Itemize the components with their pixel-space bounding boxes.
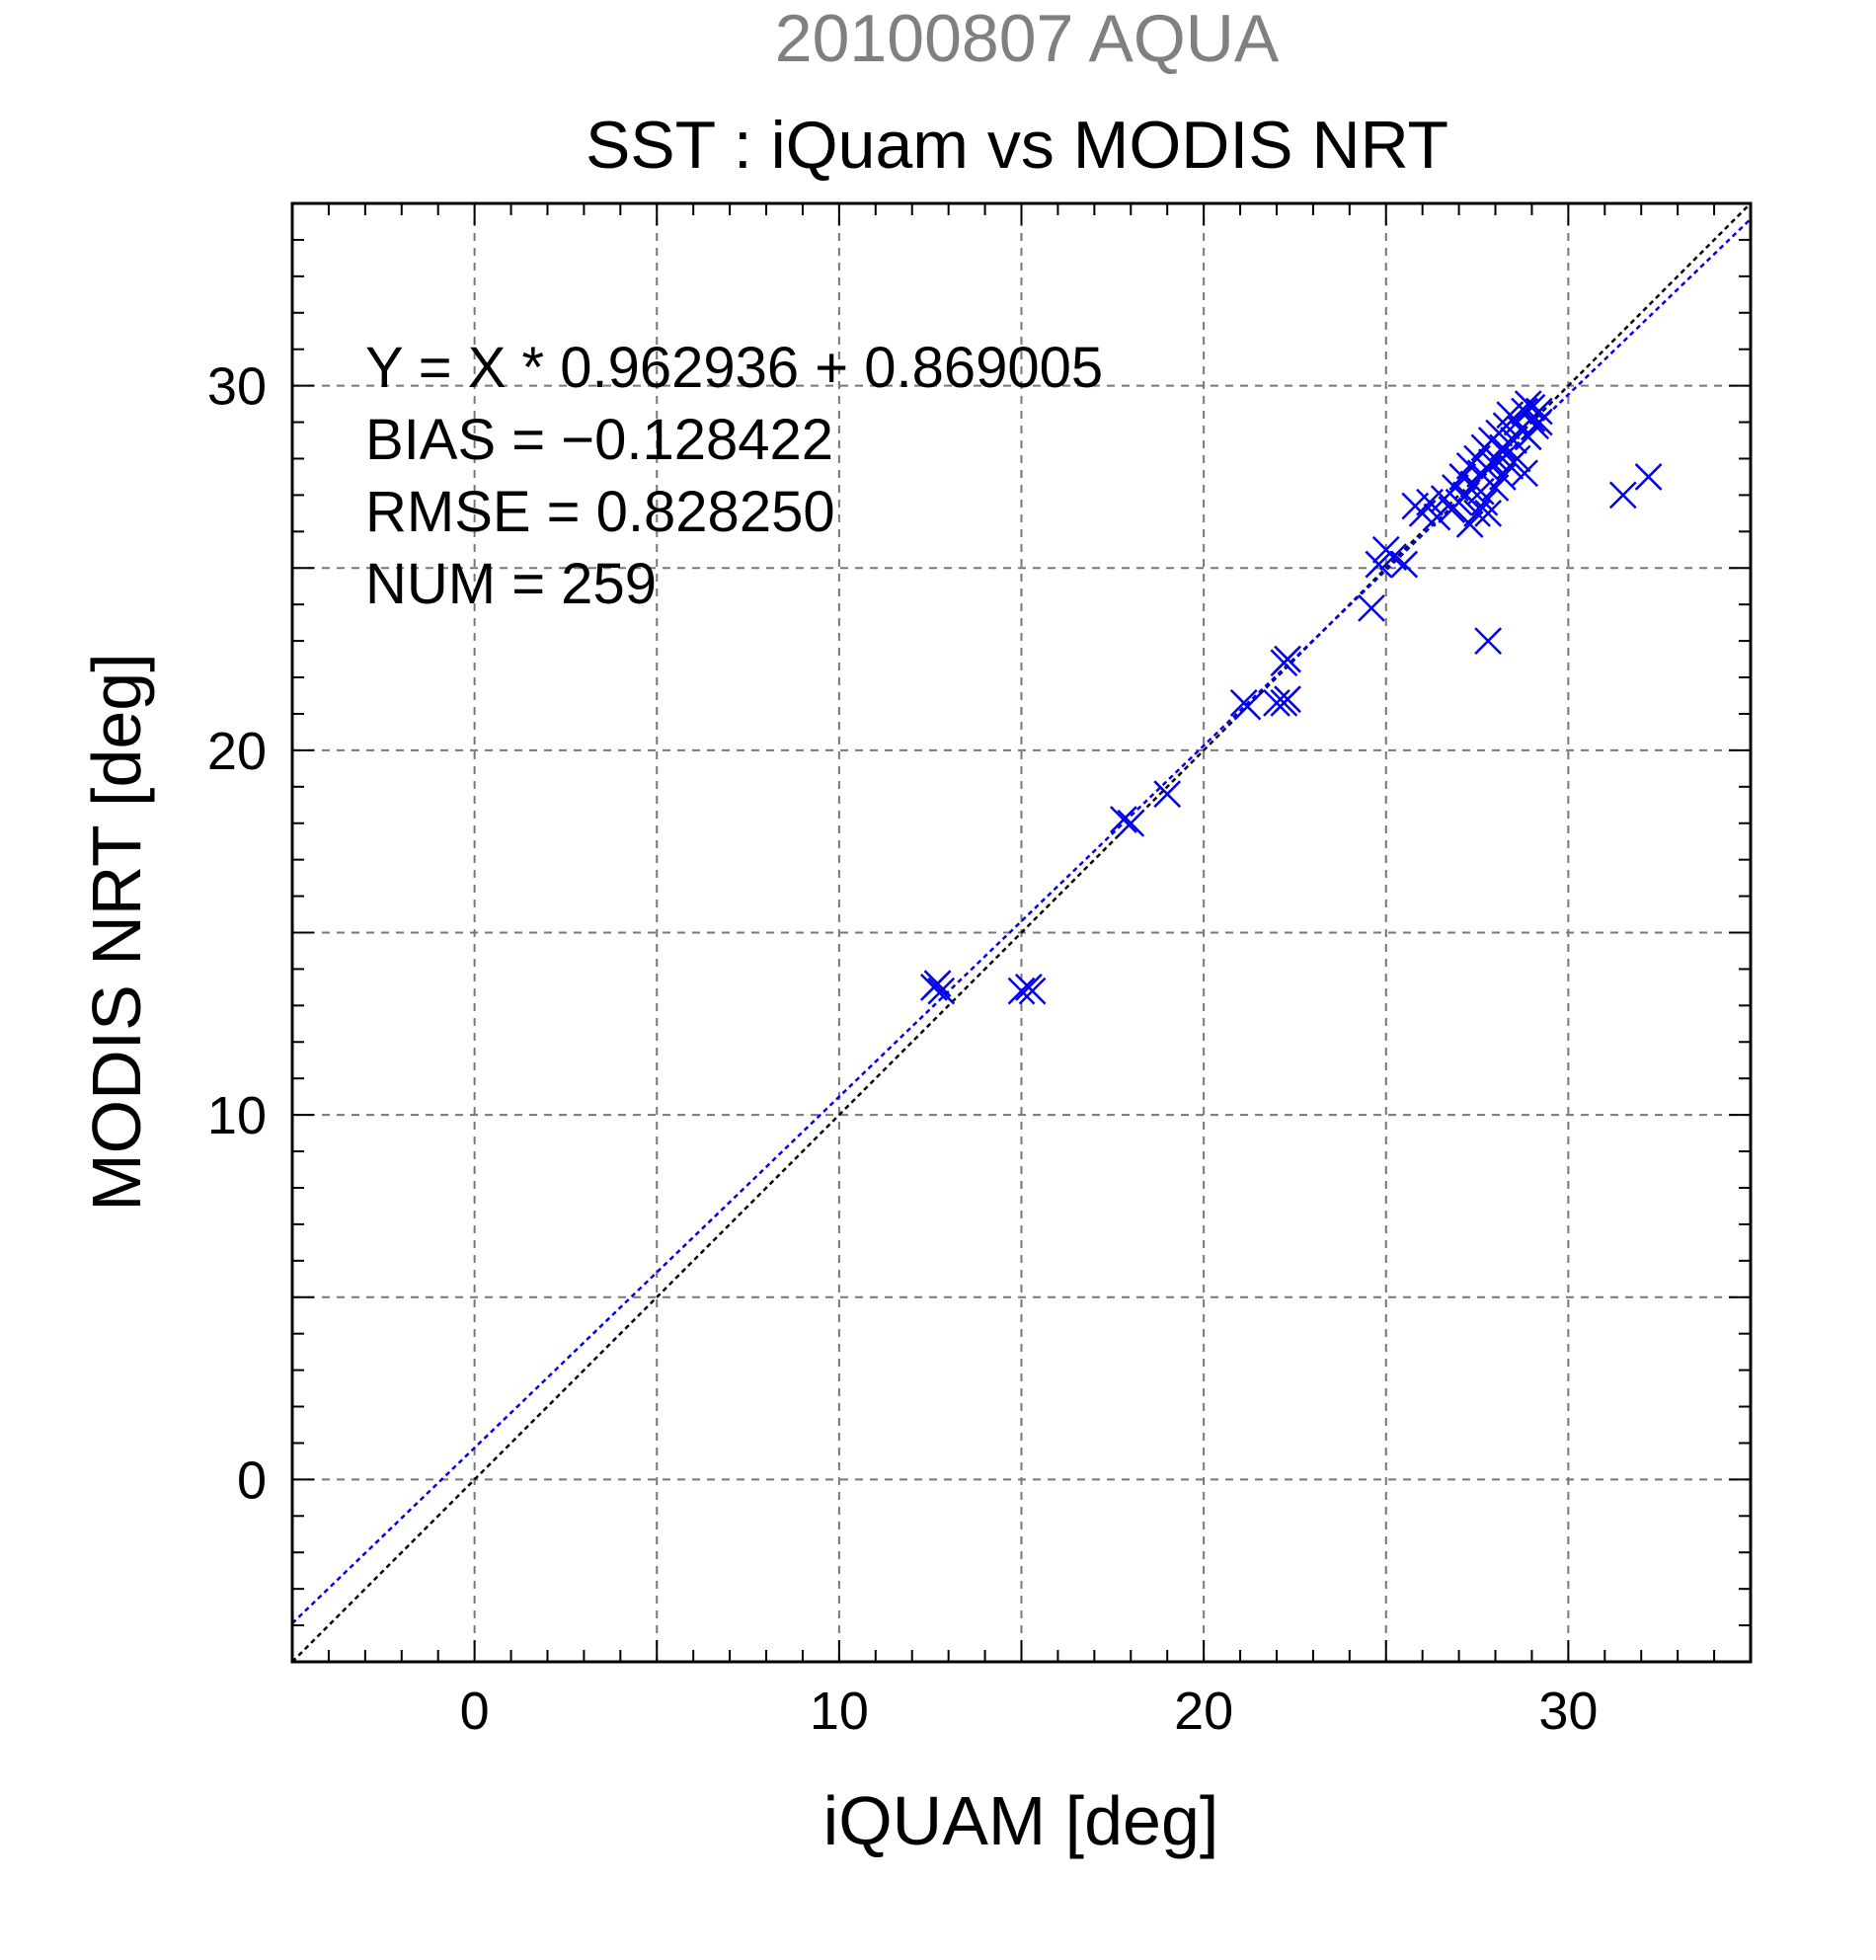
data-point — [1524, 408, 1553, 436]
data-point — [1365, 550, 1393, 579]
stats-annotation: Y = X * 0.962936 + 0.869005 BIAS = −0.128… — [365, 336, 1103, 616]
data-point — [1477, 448, 1506, 477]
data-point — [1514, 390, 1542, 418]
data-point — [1608, 481, 1637, 510]
chart-header: 20100807 AQUA — [775, 1, 1280, 76]
data-point — [927, 977, 956, 1005]
data-point — [1274, 645, 1301, 673]
chart-title: SST : iQuam vs MODIS NRT — [586, 108, 1448, 183]
data-point — [1423, 503, 1451, 531]
data-point — [1233, 692, 1262, 721]
data-point — [1503, 444, 1531, 473]
data-point — [923, 970, 952, 998]
stats-line: BIAS = −0.128422 — [365, 408, 833, 472]
tick-marks — [292, 203, 1751, 1662]
x-axis-label: iQUAM [deg] — [823, 1782, 1219, 1859]
data-point — [1390, 550, 1419, 579]
plot-frame — [290, 201, 1753, 1664]
x-tick-label: 10 — [810, 1682, 869, 1741]
data-point — [1492, 440, 1521, 469]
data-point — [1474, 499, 1503, 527]
data-point — [1470, 488, 1499, 516]
y-tick-label: 10 — [207, 1086, 267, 1145]
data-point — [1007, 977, 1036, 1005]
data-point — [1018, 977, 1047, 1005]
y-tick-label: 20 — [207, 722, 267, 781]
y-tick-label: 0 — [237, 1450, 267, 1510]
data-point — [1474, 627, 1503, 655]
data-point — [1466, 477, 1495, 506]
data-point — [1358, 593, 1385, 622]
grid — [292, 203, 1751, 1662]
data-point — [1274, 685, 1301, 714]
data-points — [919, 390, 1663, 1005]
y-axis-label: MODIS NRT [deg] — [78, 653, 155, 1211]
x-tick-label: 0 — [460, 1682, 490, 1741]
x-tick-label: 30 — [1538, 1682, 1598, 1741]
data-point — [1153, 780, 1182, 809]
data-point — [1117, 809, 1145, 837]
stats-line: NUM = 259 — [365, 552, 657, 616]
data-point — [1263, 688, 1290, 717]
tick-labels: 0 10 20 30 0 10 20 30 — [207, 357, 1598, 1741]
x-tick-label: 20 — [1174, 1682, 1233, 1741]
y-tick-label: 30 — [207, 357, 267, 417]
data-point — [1634, 463, 1663, 491]
data-point — [1110, 806, 1137, 833]
stats-line: Y = X * 0.962936 + 0.869005 — [365, 336, 1103, 400]
stats-line: RMSE = 0.828250 — [365, 480, 835, 544]
